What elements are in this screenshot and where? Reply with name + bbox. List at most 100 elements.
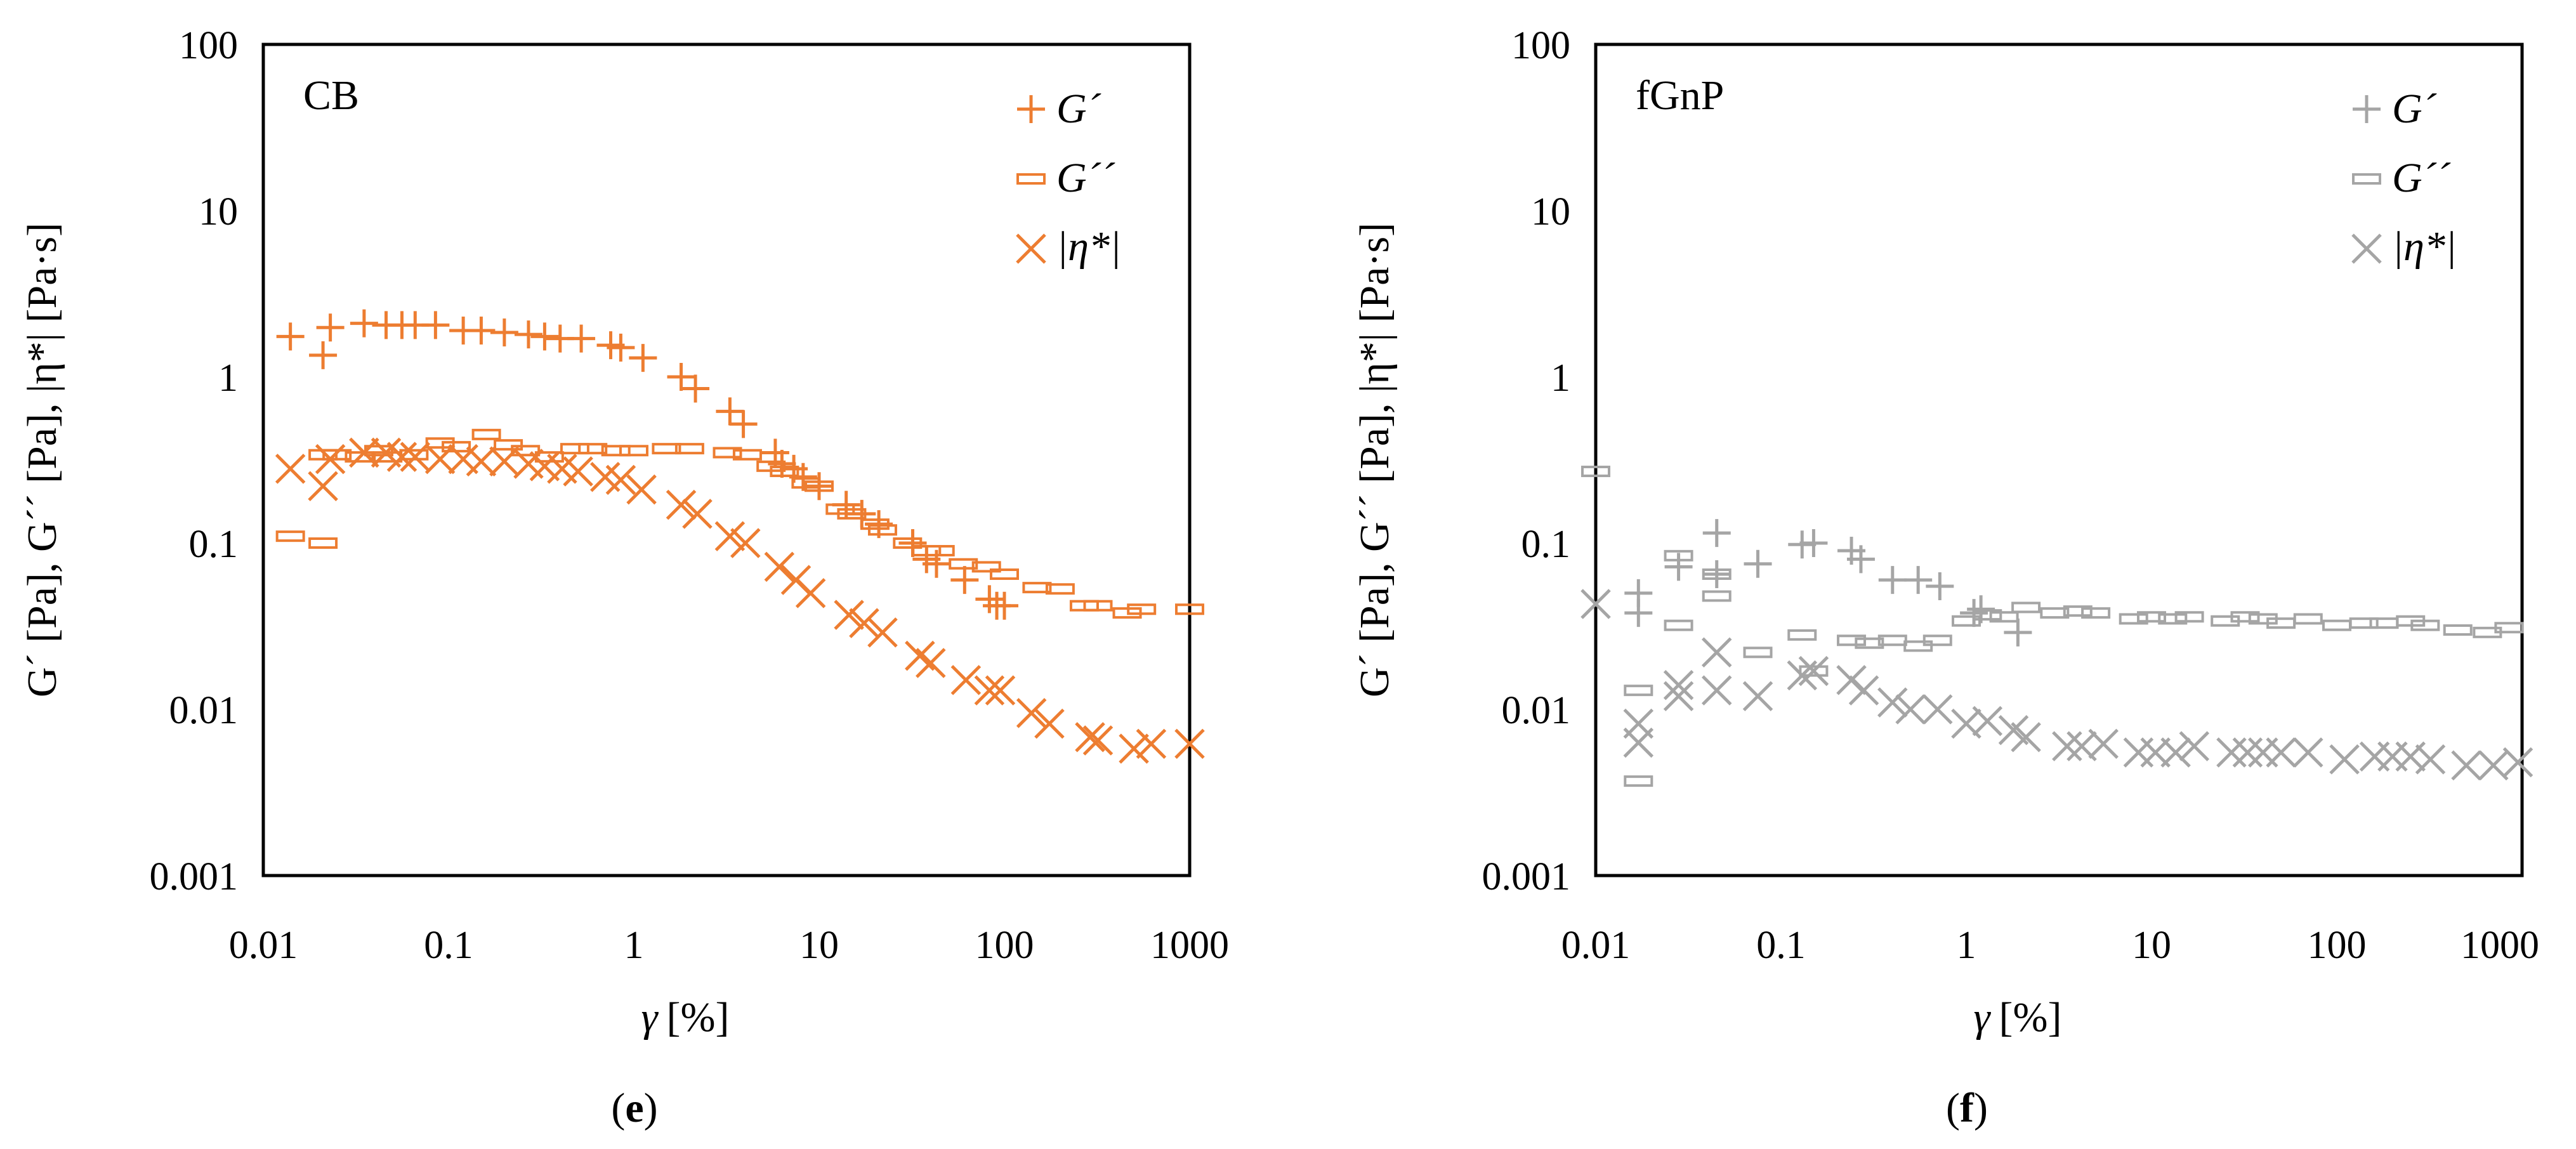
gdoubleprime-point xyxy=(1664,549,1693,561)
gdoubleprime-point xyxy=(1877,634,1907,647)
gprime-point xyxy=(667,363,695,391)
gdoubleprime-point xyxy=(308,537,338,549)
gdoubleprime-point xyxy=(2494,622,2524,634)
gdoubleprime-point xyxy=(1743,647,1773,659)
legend-symbol xyxy=(1017,95,1045,123)
gdoubleprime-point xyxy=(1022,582,1052,594)
gprime-point xyxy=(1878,566,1907,594)
panel-f: 0.001 0.01 0.1 1 10 100 0.01 0.1 1 10 10… xyxy=(1351,24,2539,1131)
gprime-point xyxy=(309,341,338,369)
gdoubleprime-point xyxy=(1083,600,1113,612)
eta-point xyxy=(466,446,497,477)
eta-point xyxy=(2478,750,2509,781)
gdoubleprime-point xyxy=(578,443,608,455)
eta-point xyxy=(2451,750,2481,781)
y-tick-label: 0.001 xyxy=(150,855,239,898)
gdoubleprime-point xyxy=(2349,617,2379,629)
gdoubleprime-point xyxy=(1787,629,1817,641)
gprime-point xyxy=(990,591,1018,620)
eta-point xyxy=(349,437,379,468)
gprime-point xyxy=(467,316,496,345)
legend-symbol xyxy=(2352,173,2381,185)
gdoubleprime-point xyxy=(511,445,541,457)
x-axis-label: γ [%] xyxy=(641,994,730,1041)
panel-caption: (f) xyxy=(1946,1085,1988,1131)
gdoubleprime-point xyxy=(2369,617,2399,629)
gdoubleprime-point xyxy=(1922,634,1952,647)
x-tick-label: 1000 xyxy=(2461,924,2539,967)
eta-point xyxy=(2232,737,2263,768)
gdoubleprime-point xyxy=(971,561,1001,573)
eta-point xyxy=(950,665,982,695)
legend-label: G´ xyxy=(1056,86,1101,132)
gprime-point xyxy=(2004,618,2032,647)
gdoubleprime-point xyxy=(1799,665,1829,677)
legend-symbol xyxy=(1016,173,1046,185)
eta-point xyxy=(2216,737,2247,768)
gdoubleprime-point xyxy=(471,428,501,440)
gprime-point xyxy=(421,311,450,339)
gprime-point xyxy=(316,313,345,342)
gdoubleprime-point xyxy=(2040,607,2070,619)
eta-point xyxy=(1972,706,2003,737)
plot-area-f xyxy=(1594,43,2524,877)
gprime-point xyxy=(1799,529,1828,557)
gdoubleprime-point xyxy=(2322,619,2351,631)
eta-point xyxy=(275,454,306,484)
gdoubleprime-point xyxy=(805,480,834,492)
gdoubleprime-point xyxy=(732,449,762,461)
eta-point xyxy=(714,521,746,551)
legend-symbol xyxy=(2353,95,2381,123)
gdoubleprime-point xyxy=(275,530,305,542)
x-tick-label: 10 xyxy=(2132,924,2171,967)
eta-point xyxy=(1075,722,1105,752)
eta-point xyxy=(2160,737,2191,768)
gdoubleprime-point xyxy=(674,443,704,455)
gdoubleprime-point xyxy=(1702,568,1732,581)
gdoubleprime-point xyxy=(860,518,890,530)
gprime-point xyxy=(1926,572,1954,601)
gprime-point xyxy=(1904,566,1933,594)
gdoubleprime-point xyxy=(1624,685,1653,697)
eta-point xyxy=(1787,660,1818,691)
legend-marker-gdoubleprime xyxy=(2352,173,2381,185)
gdoubleprime-point xyxy=(893,537,923,549)
legend-marker-eta xyxy=(2351,233,2382,264)
gdoubleprime-point xyxy=(1903,640,1933,652)
eta-point xyxy=(605,464,636,496)
eta-point xyxy=(1580,589,1611,619)
gdoubleprime-point xyxy=(713,447,742,459)
eta-point xyxy=(1174,728,1205,759)
y-axis-label: G´ [Pa], G´´ [Pa], |η*| [Pa·s] xyxy=(19,223,65,697)
eta-point xyxy=(386,442,417,472)
gprime-point xyxy=(1702,560,1731,589)
gdoubleprime-point xyxy=(949,558,978,570)
y-tick-label: 1 xyxy=(218,357,238,400)
gdoubleprime-point xyxy=(2158,613,2188,625)
gprime-point xyxy=(1624,599,1653,627)
y-tick-label: 10 xyxy=(1531,190,1570,233)
gdoubleprime-point xyxy=(1175,603,1204,615)
gprime-point xyxy=(950,566,979,594)
gdoubleprime-point xyxy=(2119,613,2148,625)
legend-symbol xyxy=(2351,233,2382,264)
legend-marker-gdoubleprime xyxy=(1016,173,1046,185)
eta-point xyxy=(2011,722,2041,752)
x-tick-label: 0.1 xyxy=(1756,924,1806,967)
legend-marker-gprime xyxy=(2353,95,2381,123)
y-tick-label: 0.1 xyxy=(189,523,239,566)
eta-point xyxy=(916,648,946,678)
gdoubleprime-point xyxy=(2137,611,2166,623)
gprime-point xyxy=(1664,553,1693,581)
eta-point xyxy=(2395,741,2426,772)
gdoubleprime-point xyxy=(770,465,799,477)
gdoubleprime-point xyxy=(494,439,523,451)
plot-area-e xyxy=(261,43,1192,877)
eta-point xyxy=(2502,747,2533,778)
legend-label: |η*| xyxy=(2392,223,2457,270)
legend-label: |η*| xyxy=(1056,223,1121,270)
eta-point xyxy=(795,578,826,608)
eta-point xyxy=(1701,675,1732,706)
gprime-point xyxy=(276,322,305,351)
eta-point xyxy=(849,608,879,638)
